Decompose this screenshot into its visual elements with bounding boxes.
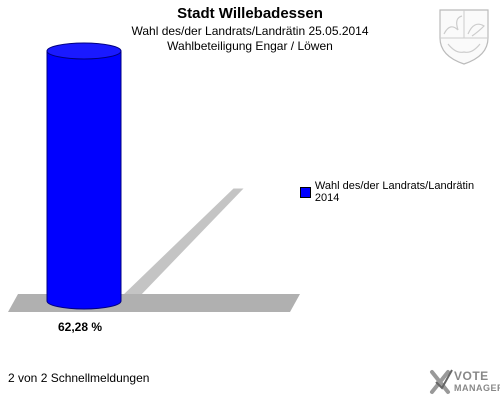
chart-subtitle-2: Wahlbeteiligung Engar / Löwen	[167, 39, 333, 53]
bar-shadow	[121, 188, 244, 297]
data-label: 62,28 %	[58, 320, 102, 334]
legend-swatch	[300, 186, 311, 198]
logo-text-manager: MANAGER	[454, 383, 500, 393]
chart-subtitle: Wahl des/der Landrats/Landrätin 25.05.20…	[131, 24, 369, 38]
logo-text-vote: VOTE	[454, 369, 489, 383]
bar-group	[46, 42, 244, 310]
bar-top-cap	[46, 42, 122, 60]
footer-text: 2 von 2 Schnellmeldungen	[8, 371, 150, 385]
chart-title: Stadt Willebadessen	[177, 5, 323, 22]
bar	[46, 50, 122, 310]
data-label-group: 62,28 %	[58, 320, 102, 334]
legend-label: Wahl des/der Landrats/Landrätin 2014	[314, 180, 475, 204]
coat-of-arms-icon	[439, 9, 489, 65]
legend: Wahl des/der Landrats/Landrätin 2014	[300, 180, 500, 204]
vote-manager-logo-icon	[430, 369, 453, 394]
